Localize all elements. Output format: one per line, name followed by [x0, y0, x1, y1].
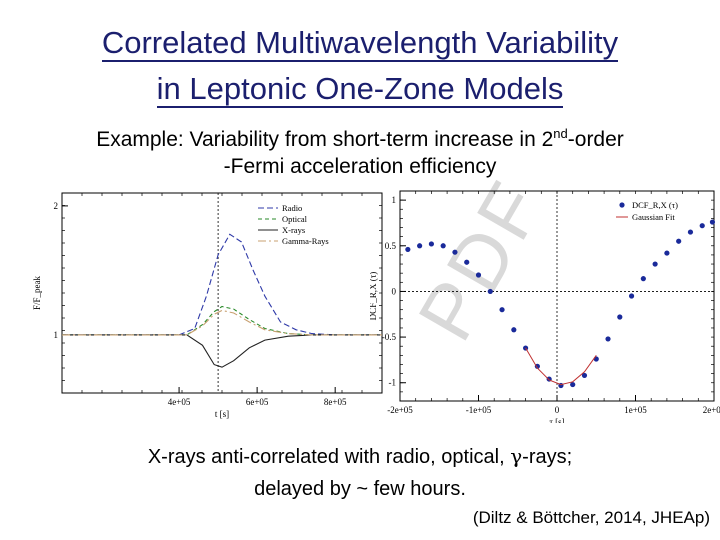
series-line-radio	[62, 233, 382, 336]
x-tick-label: 8e+05	[324, 397, 347, 407]
dcf-chart: -2e+05 -1e+05 0 1e+05 2e+05 -1 -0.5 0 0.5 1 τ [s] D…	[368, 183, 720, 427]
title-line-1: Correlated Multiwavelength Variability	[101, 25, 619, 62]
dcf-data-point	[605, 336, 611, 342]
y-axis-label: F/F_peak	[32, 276, 42, 311]
x-tick-label: 2e+05	[703, 405, 720, 415]
legend-label: Radio	[282, 203, 302, 213]
dcf-data-point	[464, 259, 470, 265]
legend-label: Gaussian Fit	[632, 212, 675, 222]
dcf-svg: -2e+05 -1e+05 0 1e+05 2e+05 -1 -0.5 0 0.5 1 τ [s] D…	[368, 190, 720, 427]
dcf-data-point	[570, 381, 576, 388]
legend-label: X-rays	[282, 225, 305, 235]
caption-gamma: γ	[510, 444, 523, 468]
dcf-data-point	[640, 276, 646, 282]
x-axis-label: t [s]	[215, 409, 229, 419]
dcf-data-point	[452, 249, 458, 255]
x-tick-label: 0	[555, 405, 560, 415]
y-tick-label: 1	[54, 330, 59, 340]
y-axis-label: DCF_R,X (τ)	[370, 272, 378, 321]
citation: (Diltz & Böttcher, 2014, JHEAp)	[472, 508, 710, 527]
x-tick-label: -1e+05	[466, 405, 492, 415]
caption-part-1: X-rays anti-correlated with radio, optic…	[147, 446, 511, 468]
dcf-data-point	[475, 272, 482, 278]
dcf-data-point	[428, 241, 434, 247]
plot-frame	[61, 192, 383, 394]
dcf-data-point	[699, 223, 705, 229]
x-axis-label: τ [s]	[549, 417, 564, 423]
dcf-data-point	[709, 219, 716, 225]
legend-label: Optical	[282, 214, 308, 224]
dcf-data-point	[487, 288, 493, 295]
light-curve-chart: 4e+05 6e+05 8e+05 1 2 t [s] F/F_peak Radio Optic…	[30, 185, 388, 423]
dcf-data-point	[676, 238, 682, 244]
series-line-optical	[62, 305, 382, 336]
caption-part-2: -rays;	[522, 446, 573, 468]
subtitle-part-1: Example: Variability from short-term inc…	[96, 128, 554, 151]
legend-point	[619, 202, 625, 208]
light-curve-svg: 4e+05 6e+05 8e+05 1 2 t [s] F/F_peak RadioOptic…	[32, 192, 383, 419]
dcf-data-point	[440, 243, 446, 249]
dcf-data-point	[511, 327, 517, 333]
y-tick-label: -1	[389, 378, 397, 388]
y-tick-label: -0.5	[382, 332, 397, 342]
dcf-data-point	[652, 261, 658, 267]
legend-label: Gamma-Rays	[282, 236, 329, 246]
dcf-data-point	[499, 307, 505, 313]
x-tick-label: 6e+05	[246, 397, 269, 407]
x-tick-label: -2e+05	[387, 405, 413, 415]
gaussian-fit-line	[525, 347, 597, 386]
dcf-data-point	[581, 372, 588, 379]
dcf-data-point	[664, 250, 670, 256]
y-tick-label: 0	[392, 286, 397, 296]
y-tick-label: 0.5	[385, 241, 397, 251]
legend-label: DCF_R,X (τ)	[632, 200, 678, 210]
subtitle-superscript: nd	[553, 126, 568, 141]
slide-caption: X-rays anti-correlated with radio, optic…	[0, 440, 720, 505]
dcf-data-point	[417, 243, 423, 249]
slide-subtitle: Example: Variability from short-term inc…	[0, 120, 720, 180]
subtitle-part-2: -order	[567, 128, 624, 151]
y-tick-label: 2	[54, 201, 59, 211]
caption-line-2: delayed by ~ few hours.	[254, 478, 466, 500]
y-tick-label: 1	[392, 195, 397, 205]
subtitle-line-2: -Fermi acceleration efficiency	[223, 155, 497, 178]
title-line-2: in Leptonic One-Zone Models	[156, 71, 564, 108]
dcf-data-point	[617, 314, 623, 320]
series-line-x-rays	[62, 334, 382, 368]
slide-title: Correlated Multiwavelength Variability i…	[0, 22, 720, 114]
x-tick-label: 1e+05	[624, 405, 647, 415]
series-line-gamma-rays	[62, 309, 382, 336]
x-tick-label: 4e+05	[168, 397, 191, 407]
dcf-data-point	[628, 293, 635, 299]
dcf-data-point	[405, 246, 411, 253]
dcf-data-point	[687, 229, 694, 235]
